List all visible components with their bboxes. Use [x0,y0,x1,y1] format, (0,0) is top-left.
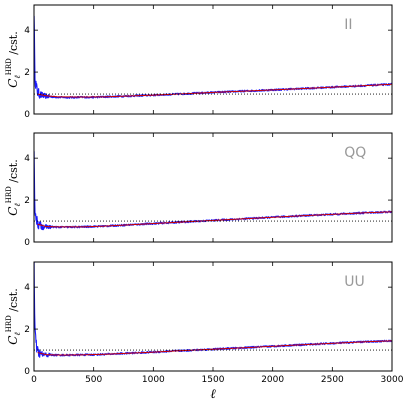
x-tick-label: 500 [85,375,102,385]
y-tick-label: 4 [24,154,30,164]
series-line-red [37,211,392,228]
panel-qq: 0 2 4 QQ CℓHRD /cst. [5,132,393,248]
plot-area [34,151,392,231]
x-tick-label: 0 [31,375,37,385]
series-line-red [37,83,392,98]
series-line-blue [34,151,392,231]
panel-uu: 0 2 4 0 500 1000 1500 2000 2500 3000 UU CℓHRD /cst.… [5,261,404,402]
panels: 0 2 4 II CℓHRD /cst. 0 2 4 QQ CℓHRD /cst. 0 2 4 0 500 1… [5,4,404,402]
series-line-red [37,340,392,356]
y-axis-label: CℓHRD /cst. [5,31,22,87]
y-tick-label: 4 [24,283,30,293]
x-tick-label: 1000 [142,375,165,385]
y-tick-label: 0 [24,367,30,377]
plot-area [34,262,392,358]
x-tick-label: 2000 [261,375,284,385]
x-tick-label: 1500 [202,375,225,385]
panel-label: II [344,17,352,33]
x-tick-label: 3000 [381,375,404,385]
y-tick-label: 2 [24,325,30,335]
y-axis-label: CℓHRD /cst. [5,288,22,344]
y-tick-label: 2 [24,68,30,78]
panel-ii: 0 2 4 II CℓHRD /cst. [5,4,393,120]
x-axis-label: ℓ [210,387,216,402]
series-line-blue [34,15,392,99]
y-tick-label: 0 [24,110,30,120]
x-tick-label: 2500 [321,375,344,385]
plot-area [34,15,392,99]
panel-label: UU [344,274,365,290]
panel-label: QQ [344,145,366,161]
y-axis-label: CℓHRD /cst. [5,159,22,215]
y-tick-label: 2 [24,196,30,206]
series-line-blue [34,262,392,358]
y-tick-label: 4 [24,26,30,36]
y-tick-label: 0 [24,238,30,248]
